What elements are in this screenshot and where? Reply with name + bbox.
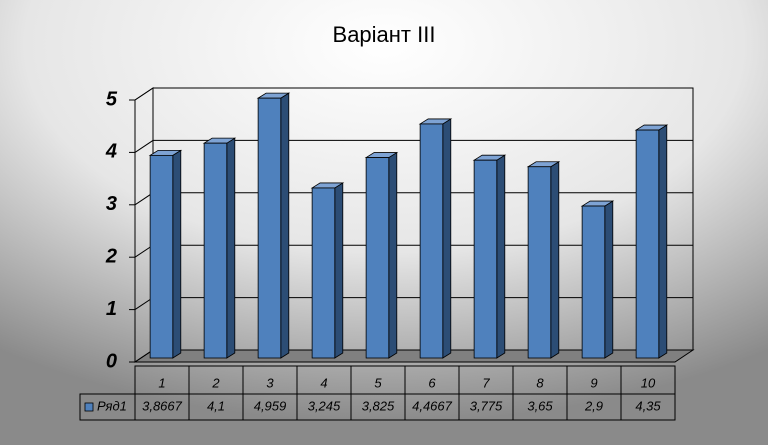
bar bbox=[148, 149, 183, 359]
bar bbox=[418, 118, 453, 359]
x-tick-label: 7 bbox=[482, 375, 490, 390]
x-tick-label: 1 bbox=[158, 375, 165, 390]
bar-front bbox=[257, 97, 282, 359]
x-tick-label: 5 bbox=[374, 375, 382, 390]
value-label: 2,9 bbox=[584, 398, 603, 413]
bar bbox=[202, 137, 237, 359]
chart-title: Варіант III bbox=[333, 22, 436, 47]
value-label: 3,65 bbox=[527, 398, 553, 413]
y-tick-label: 0 bbox=[106, 350, 117, 372]
bar-side bbox=[172, 149, 182, 359]
bar bbox=[634, 124, 669, 359]
y-tick-label: 4 bbox=[105, 141, 117, 163]
y-tick-label: 5 bbox=[106, 88, 118, 110]
bar-side bbox=[280, 92, 290, 359]
bar-front bbox=[581, 205, 606, 359]
bar-front bbox=[473, 159, 498, 359]
y-tick-label: 3 bbox=[106, 193, 117, 215]
value-label: 4,1 bbox=[207, 398, 225, 413]
bar bbox=[472, 154, 507, 359]
bar bbox=[526, 161, 561, 359]
x-tick-label: 10 bbox=[641, 375, 656, 390]
bar-front bbox=[203, 142, 228, 359]
y-tick-label: 2 bbox=[105, 245, 117, 267]
bar-side bbox=[388, 151, 398, 359]
bar-front bbox=[527, 166, 552, 359]
x-tick-label: 2 bbox=[211, 375, 220, 390]
value-label: 4,959 bbox=[254, 398, 287, 413]
y-tick-label: 1 bbox=[106, 298, 117, 320]
legend-label: Ряд1 bbox=[97, 398, 127, 413]
bar-side bbox=[604, 200, 614, 359]
bar bbox=[310, 182, 345, 359]
bar bbox=[256, 92, 291, 359]
bar-front bbox=[419, 123, 444, 359]
x-tick-label: 8 bbox=[536, 375, 544, 390]
bar bbox=[580, 200, 615, 359]
legend-cell bbox=[79, 393, 136, 421]
value-label: 4,35 bbox=[635, 398, 661, 413]
value-label: 3,245 bbox=[308, 398, 341, 413]
grid-line bbox=[134, 87, 693, 101]
bar-front bbox=[365, 157, 390, 359]
x-tick-label: 3 bbox=[266, 375, 274, 390]
bar-side bbox=[550, 161, 560, 359]
bar-side bbox=[334, 182, 344, 359]
bar-side bbox=[442, 118, 452, 359]
bar-side bbox=[226, 137, 236, 359]
legend-swatch bbox=[84, 402, 94, 412]
x-tick-label: 9 bbox=[590, 375, 597, 390]
grid-line bbox=[134, 139, 693, 153]
bar bbox=[364, 151, 399, 359]
bar-front bbox=[635, 129, 660, 359]
value-label: 3,825 bbox=[362, 398, 395, 413]
x-tick-label: 6 bbox=[428, 375, 436, 390]
value-label: 4,4667 bbox=[412, 398, 453, 413]
x-tick-label: 4 bbox=[320, 375, 327, 390]
bar-side bbox=[496, 154, 506, 359]
bar-front bbox=[149, 154, 174, 359]
value-label: 3,775 bbox=[470, 398, 503, 413]
bar-front bbox=[311, 187, 336, 359]
bar-side bbox=[658, 124, 668, 359]
value-label: 3,8667 bbox=[142, 398, 183, 413]
